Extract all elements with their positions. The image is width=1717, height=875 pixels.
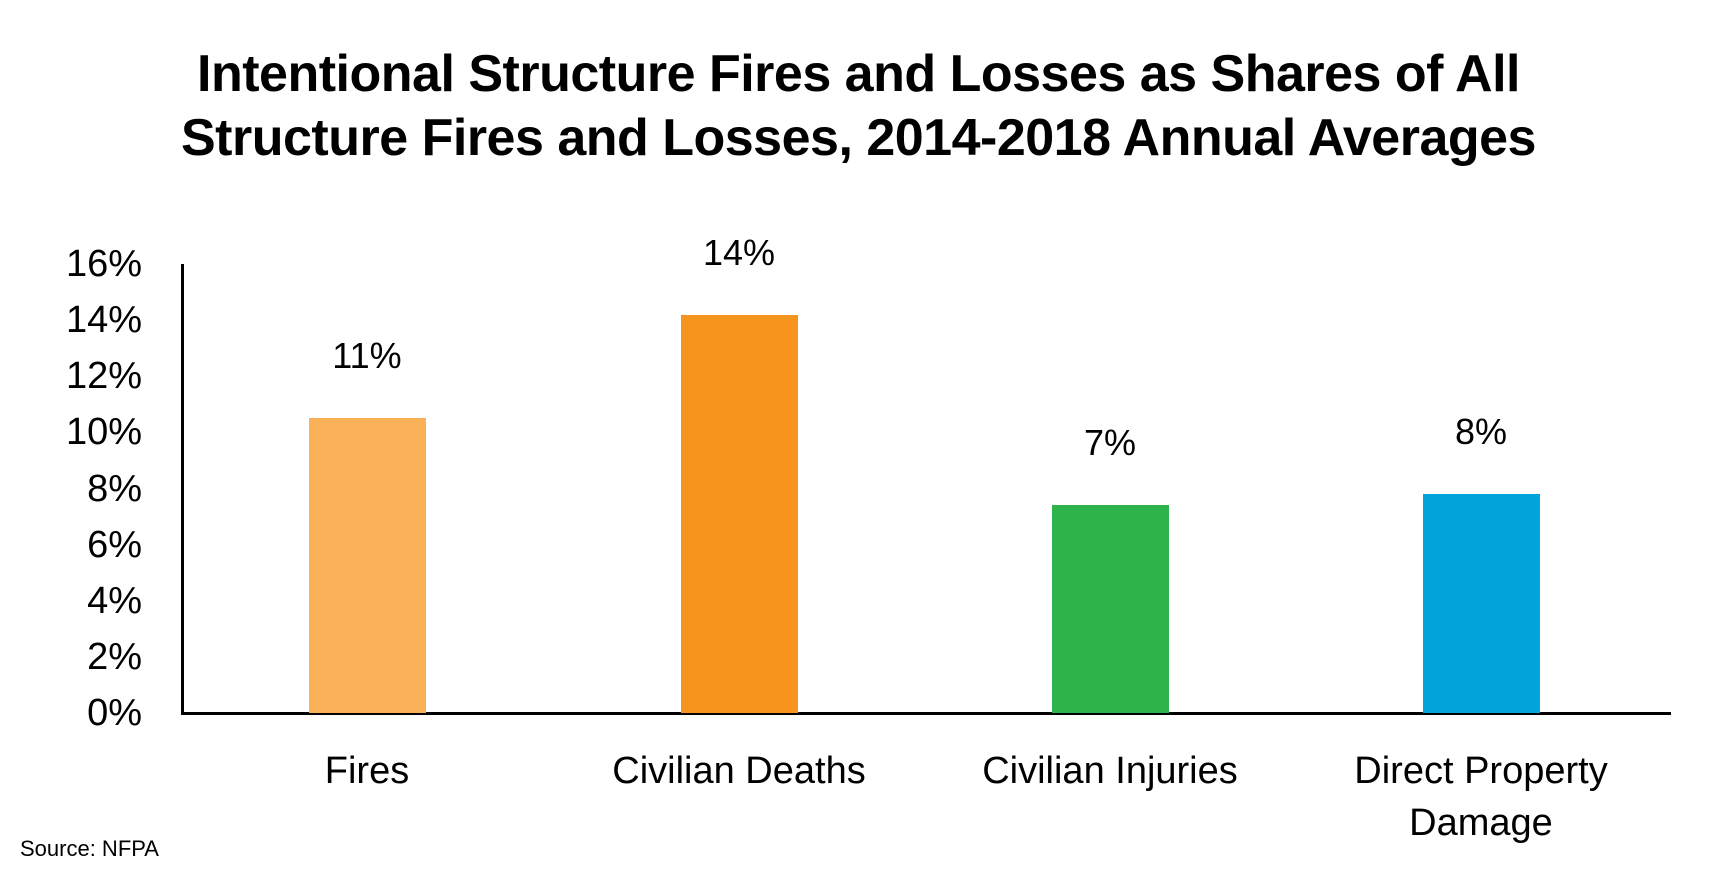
x-category-label-line: Damage xyxy=(1409,802,1553,844)
bar-data-label: 7% xyxy=(1083,422,1137,464)
y-tick-label: 2% xyxy=(87,635,142,678)
x-category-label: Civilian Injuries xyxy=(930,745,1290,797)
bar-data-label: 8% xyxy=(1454,411,1508,453)
bar-civilian-deaths xyxy=(681,314,798,713)
y-tick-label: 16% xyxy=(65,243,142,285)
x-category-label: Direct Property Damage xyxy=(1301,745,1661,849)
x-category-label-line: Civilian Deaths xyxy=(612,750,866,792)
bar-data-label: 11% xyxy=(332,335,402,377)
y-tick-label: 4% xyxy=(87,579,142,622)
chart-title-line-1: Intentional Structure Fires and Losses a… xyxy=(197,45,1520,103)
x-category-label-line: Fires xyxy=(324,750,410,792)
bar-direct-property-damage xyxy=(1423,494,1540,713)
y-tick-label: 0% xyxy=(87,692,142,734)
x-category-label-line: Civilian Injuries xyxy=(982,750,1238,792)
x-category-label: Fires xyxy=(187,745,547,797)
y-tick-label: 12% xyxy=(65,355,142,398)
x-axis-line xyxy=(181,712,1671,715)
bar-data-label: 14% xyxy=(702,231,776,273)
y-tick-label: 14% xyxy=(65,299,142,342)
y-axis-line xyxy=(181,264,184,715)
x-category-label-line: Direct Property xyxy=(1354,750,1608,792)
chart-title: Intentional Structure Fires and Losses a… xyxy=(0,42,1717,170)
source-note: Source: NFPA xyxy=(20,836,159,861)
y-tick-label: 10% xyxy=(65,411,142,454)
y-tick-label: 6% xyxy=(87,523,142,566)
bar-fires xyxy=(309,418,426,713)
bar-civilian-injuries xyxy=(1052,505,1169,713)
y-tick-label: 8% xyxy=(87,467,142,510)
chart-title-line-2: Structure Fires and Losses, 2014-2018 An… xyxy=(181,109,1536,167)
x-category-label: Civilian Deaths xyxy=(559,745,919,797)
